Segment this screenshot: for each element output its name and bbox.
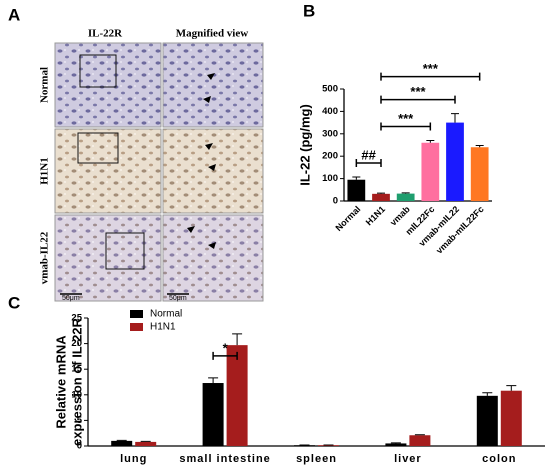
inset-box: [79, 54, 117, 88]
legend-label: H1N1: [150, 322, 176, 333]
bar: [294, 445, 315, 446]
legend-label: Normal: [150, 309, 182, 320]
significance-label: ##: [361, 147, 376, 162]
error-bar: [232, 333, 243, 346]
error-bar: [390, 442, 401, 444]
error-bar: [482, 392, 493, 396]
error-bar: [116, 439, 127, 441]
y-tick-label: 200: [322, 151, 338, 162]
micrograph: [54, 42, 162, 128]
x-tick-label: spleen: [296, 453, 337, 465]
bar: [500, 390, 522, 446]
bar: [476, 395, 498, 446]
x-tick-label: colon: [482, 453, 516, 465]
x-tick-label: H1N1: [364, 204, 387, 227]
panel-label: B: [303, 1, 315, 20]
x-tick-label: small intestine: [179, 453, 270, 465]
significance-label: ***: [398, 111, 414, 126]
y-axis-label: expression of IL-22R: [69, 317, 84, 445]
bar: [111, 440, 133, 446]
row-label: H1N1: [39, 157, 51, 185]
bar: [446, 122, 464, 201]
bar: [226, 345, 248, 446]
error-bar: [377, 192, 385, 194]
error-bar: [426, 140, 435, 143]
y-tick-label: 100: [322, 173, 338, 184]
bar: [409, 435, 431, 446]
y-tick-label: 15: [71, 364, 82, 375]
row-label: Normal: [39, 67, 51, 103]
micrograph: [162, 128, 264, 214]
significance-label: *: [223, 340, 229, 355]
y-axis-label: IL-22 (pg/mg): [297, 104, 312, 186]
significance-bracket: [212, 351, 238, 360]
y-tick-label: 25: [71, 313, 82, 324]
column-header: IL-22R: [88, 28, 123, 40]
scale-label: 50μm: [62, 295, 80, 302]
bar: [385, 443, 407, 446]
error-bar: [475, 144, 484, 148]
y-tick-label: 400: [322, 106, 338, 117]
scale-label: 50μm: [169, 295, 187, 302]
x-tick-label: liver: [394, 453, 422, 465]
error-bar: [401, 192, 410, 194]
y-tick-label: 0: [333, 196, 338, 207]
micrograph: [54, 128, 162, 214]
bar: [396, 193, 415, 201]
legend-swatch: [130, 310, 143, 318]
bar: [318, 445, 339, 446]
significance-bracket: [380, 95, 456, 104]
error-bar: [506, 385, 517, 391]
legend-swatch: [130, 323, 143, 331]
y-axis-label: Relative mRNA: [53, 335, 68, 429]
micrograph: [162, 214, 264, 302]
inset-box: [77, 132, 119, 164]
y-tick-label: 20: [71, 338, 82, 349]
bar: [135, 441, 157, 446]
bar: [470, 147, 489, 201]
y-tick-label: 5: [77, 415, 83, 426]
bar: [421, 142, 440, 201]
y-tick-label: 10: [71, 389, 82, 400]
column-header: Magnified view: [176, 28, 248, 40]
x-tick-label: lung: [120, 453, 147, 465]
micrograph: [54, 214, 162, 302]
error-bar: [140, 440, 151, 442]
significance-label: ***: [423, 61, 439, 76]
bar: [202, 383, 224, 446]
significance-bracket: [380, 122, 432, 131]
x-tick-label: Normal: [333, 204, 362, 233]
y-tick-label: 500: [322, 84, 338, 95]
y-tick-label: 0: [77, 441, 82, 452]
significance-label: ***: [410, 84, 426, 99]
significance-bracket: [380, 72, 481, 81]
error-bar: [352, 176, 361, 180]
error-bar: [451, 113, 459, 123]
significance-bracket: [355, 159, 382, 168]
panel-label: A: [8, 5, 20, 24]
row-label: vmab-IL22: [39, 231, 51, 284]
arrow-heads: [187, 73, 216, 249]
error-bar: [208, 377, 219, 384]
bar: [347, 179, 366, 201]
inset-box: [105, 232, 145, 270]
micrograph: [162, 42, 264, 128]
y-tick-label: 300: [322, 128, 338, 139]
error-bar: [414, 434, 425, 436]
micrograph-panel: IL-22R Magnified view Normal H1N1 vmab-I…: [39, 28, 264, 302]
bar: [372, 193, 390, 201]
panel-label: C: [8, 293, 20, 312]
